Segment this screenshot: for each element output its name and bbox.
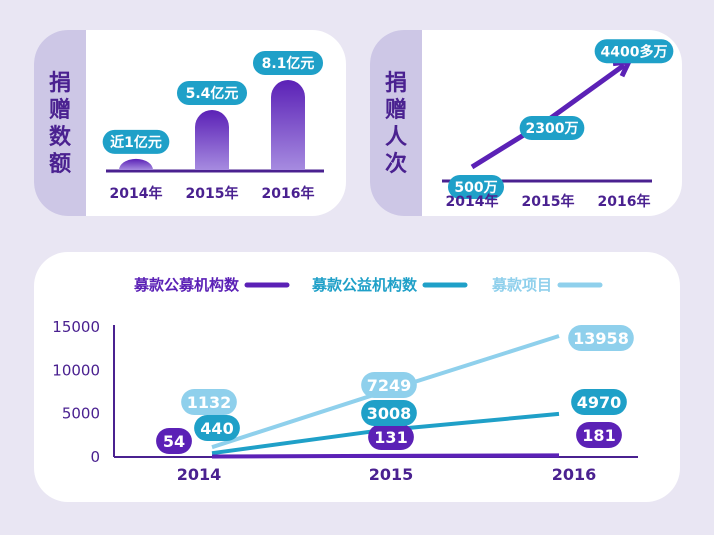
title-char: 人: [384, 125, 407, 150]
legend-label: 募款项目: [491, 276, 552, 294]
donation-count-card: 捐 赠 人 次 500万 2014年 2300万 2015年 4400多万 2016年: [370, 30, 682, 216]
x-tick-label: 2016年: [262, 185, 315, 202]
series-data-label: 440: [200, 419, 233, 438]
y-tick-label: 5000: [62, 405, 100, 423]
bar-data-label: 5.4亿元: [186, 85, 239, 102]
series-data-label-pill: [571, 389, 627, 415]
series-data-label-pill: [361, 400, 417, 426]
fundraising-stats-line-chart: 募款公募机构数 募款公益机构数 募款项目 0 5000 10000 15000 2014 201…: [52, 276, 638, 484]
series-data-label-pill: [361, 372, 417, 398]
line-data-label-pill: [519, 116, 585, 140]
line-data-label: 500万: [454, 180, 497, 196]
y-tick-label: 0: [90, 448, 100, 466]
series-data-label-pill: [368, 424, 414, 450]
legend-label: 募款公益机构数: [311, 276, 418, 294]
donation-count-side-tab: [370, 30, 422, 216]
series-data-label: 3008: [367, 404, 412, 423]
title-char: 捐: [48, 71, 71, 96]
series-data-label-pill: [156, 428, 192, 454]
donation-amount-title: 捐 赠 数 额: [34, 70, 86, 178]
series-data-label-pill: [568, 325, 634, 351]
series-data-label-pill: [576, 422, 622, 448]
x-tick-label: 2016: [552, 465, 597, 484]
series-data-label: 13958: [573, 329, 629, 348]
donation-amount-card: 捐 赠 数 额 近1亿元 2014年 5.4亿元 2015年 8.1亿元 2016年: [34, 30, 346, 216]
line-data-label: 4400多万: [601, 43, 668, 60]
bar: [119, 158, 153, 170]
line-data-label-pill: [447, 174, 505, 199]
title-char: 赠: [48, 98, 71, 123]
series-data-label: 1132: [187, 393, 232, 412]
series-line: [211, 453, 560, 459]
x-tick-label: 2015年: [522, 193, 575, 210]
fundraising-stats-card: 募款公募机构数 募款公益机构数 募款项目 0 5000 10000 15000 2014 201…: [34, 252, 680, 502]
bar-data-label: 8.1亿元: [262, 55, 315, 72]
title-char: 捐: [384, 71, 407, 96]
series-data-label: 54: [163, 432, 185, 451]
x-tick-label: 2014: [177, 465, 222, 484]
donation-count-title: 捐 赠 人 次: [370, 70, 422, 178]
y-tick-label: 15000: [52, 318, 100, 336]
title-char: 额: [48, 152, 71, 177]
bar-data-label-pill: [252, 51, 324, 75]
title-char: 次: [384, 152, 407, 177]
bar-data-label-pill: [102, 129, 170, 154]
series-data-label: 4970: [577, 393, 622, 412]
series-data-label: 7249: [367, 376, 412, 395]
bar-data-label: 近1亿元: [110, 134, 162, 151]
title-char: 数: [48, 125, 71, 150]
series-data-label-pill: [194, 415, 240, 441]
series-data-label: 181: [582, 426, 615, 445]
line-data-label-pill: [594, 39, 674, 64]
x-tick-label: 2014年: [110, 185, 163, 202]
legend-label: 募款公募机构数: [133, 276, 240, 294]
bar: [271, 80, 305, 170]
donation-amount-side-tab: [34, 30, 86, 216]
line-data-label: 2300万: [526, 121, 579, 137]
x-tick-label: 2015年: [186, 185, 239, 202]
x-tick-label: 2014年: [446, 193, 499, 210]
x-tick-label: 2016年: [598, 193, 651, 210]
bar: [195, 110, 229, 170]
title-char: 赠: [384, 98, 407, 123]
donation-amount-bar-chart: 近1亿元 2014年 5.4亿元 2015年 8.1亿元 2016年: [102, 51, 324, 202]
bar-data-label-pill: [176, 81, 248, 105]
series-data-label: 131: [374, 428, 407, 447]
x-tick-label: 2015: [369, 465, 414, 484]
series-data-label-pill: [181, 389, 237, 415]
y-tick-label: 10000: [52, 361, 100, 379]
